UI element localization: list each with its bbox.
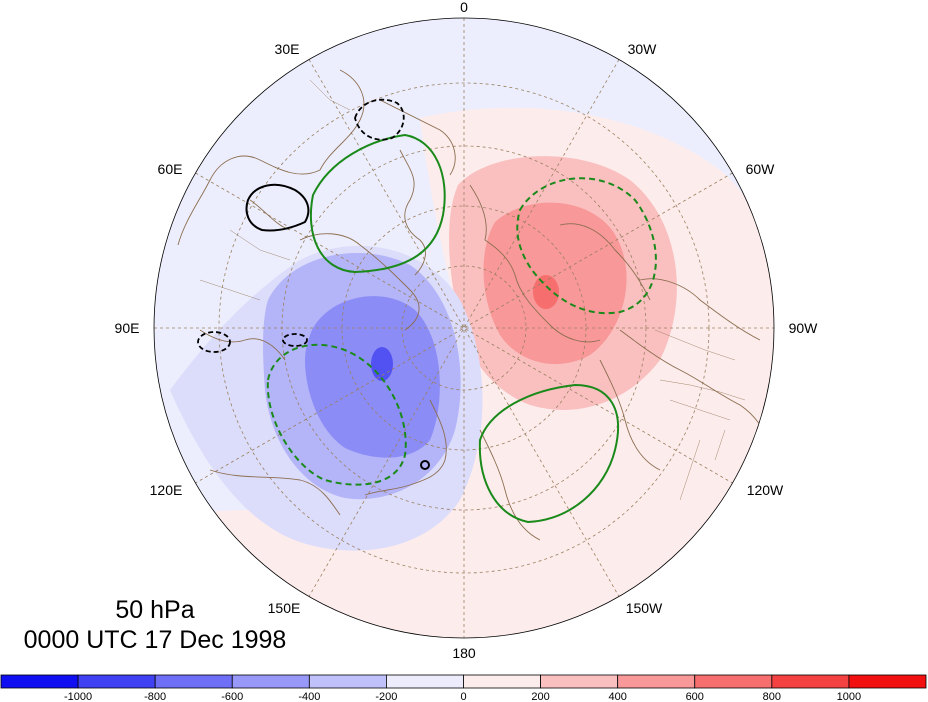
positive-field-core (533, 275, 559, 309)
level-title: 50 hPa (115, 596, 194, 624)
colorbar-swatch-5 (386, 674, 464, 689)
colorbar-swatch-9 (694, 674, 773, 689)
lon-label-30e: 30E (275, 41, 300, 57)
lon-label-90e: 90E (115, 320, 140, 336)
colorbar-swatch-10 (771, 674, 850, 689)
colorbar-tick-label: 0 (460, 691, 466, 702)
colorbar-swatch-2 (154, 674, 233, 689)
colorbar-swatch-4 (308, 674, 387, 689)
longitude-labels: 0 30W 60W 90W 120W 150W 180 150E 120E 90… (115, 0, 819, 661)
colorbar-swatch-11 (848, 674, 927, 689)
lon-label-150w: 150W (626, 600, 663, 616)
lon-label-60e: 60E (158, 161, 183, 177)
green-solid-contours (309, 133, 620, 524)
colorbar-swatch-3 (231, 674, 310, 689)
colorbar-tick-label: 400 (608, 691, 626, 702)
coastlines (177, 69, 771, 541)
colorbar-swatch-0 (0, 674, 79, 689)
colorbar: -1000 -800 -600 -400 -200 0 200 400 600 800 1000 (0, 674, 927, 702)
map-disk (154, 18, 774, 638)
colorbar-swatch-1 (77, 674, 156, 689)
lon-label-30w: 30W (628, 41, 658, 57)
green-dashed-contours (266, 177, 657, 486)
lon-label-90w: 90W (789, 320, 819, 336)
colorbar-tick-label: 800 (763, 691, 781, 702)
colorbar-tick-label: 600 (686, 691, 704, 702)
black-dashed-contours (197, 98, 405, 353)
colorbar-tick-label: -1000 (64, 691, 92, 702)
black-solid-contour (245, 183, 430, 470)
lon-label-0: 0 (460, 0, 468, 15)
colorbar-tick-label: 1000 (837, 691, 861, 702)
colorbar-tick-label: -600 (221, 691, 243, 702)
lon-label-120w: 120W (747, 482, 784, 498)
colorbar-swatch-6 (463, 674, 541, 689)
negative-field-400 (305, 296, 440, 458)
time-title: 0000 UTC 17 Dec 1998 (24, 626, 287, 654)
negative-field-core (371, 347, 393, 381)
map-border (153, 17, 775, 639)
country-borders (199, 79, 746, 501)
lon-label-60w: 60W (746, 161, 776, 177)
lon-label-120e: 120E (150, 482, 183, 498)
colorbar-tick-label: -200 (375, 691, 397, 702)
colorbar-tick-label: -400 (298, 691, 320, 702)
colorbar-swatch-8 (617, 674, 696, 689)
colorbar-tick-label: 200 (531, 691, 549, 702)
lon-label-150e: 150E (268, 600, 301, 616)
lon-label-180: 180 (452, 645, 476, 661)
colorbar-tick-label: -800 (144, 691, 166, 702)
colorbar-swatch-7 (540, 674, 619, 689)
